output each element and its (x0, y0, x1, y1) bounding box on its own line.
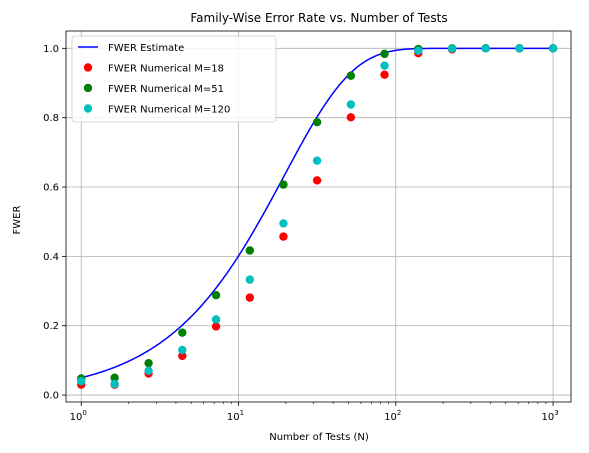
point-m120 (380, 61, 389, 70)
y-tick-label: 0.2 (43, 321, 59, 332)
chart-title: Family-Wise Error Rate vs. Number of Tes… (190, 11, 447, 25)
y-tick-label: 0.6 (43, 183, 59, 194)
y-tick-label: 0.4 (43, 252, 59, 263)
point-m18 (211, 322, 221, 331)
x-tick-label: 101 (227, 409, 244, 423)
point-m51 (312, 117, 322, 127)
point-m120 (211, 315, 221, 324)
fwer-estimate-line (81, 47, 554, 379)
point-m120 (414, 46, 423, 55)
point-m18 (346, 113, 356, 122)
point-m18 (312, 176, 322, 185)
legend-marker (83, 63, 93, 72)
scatter-points (77, 44, 558, 389)
point-m18 (245, 293, 255, 302)
legend-label: FWER Numerical M=18 (108, 64, 224, 75)
point-m18 (178, 351, 187, 361)
x-tick-label: 103 (541, 409, 558, 423)
axis-ticks: 100 101 102 103 0.0 0.2 0.4 0.6 0.8 1.0 (43, 44, 559, 423)
point-m120 (279, 219, 288, 228)
point-m120 (548, 44, 558, 53)
legend-label: FWER Numerical M=120 (108, 105, 230, 116)
point-m120 (245, 275, 255, 284)
point-m18 (279, 232, 288, 241)
point-m51 (178, 328, 187, 337)
point-m120 (447, 44, 457, 53)
y-tick-label: 0.8 (43, 113, 59, 124)
legend: FWER Estimate FWER Numerical M=18 FWER Num… (71, 35, 277, 123)
point-m51 (245, 246, 255, 255)
x-axis-label: Number of Tests (N) (269, 432, 369, 443)
x-tick-label: 102 (384, 409, 401, 423)
point-m51 (380, 49, 389, 59)
point-m120 (346, 100, 356, 109)
point-m120 (178, 345, 187, 355)
point-m120 (515, 44, 524, 53)
plot-frame (65, 30, 572, 403)
y-tick-label: 1.0 (43, 44, 59, 55)
point-m51 (211, 291, 221, 300)
point-m120 (77, 376, 86, 386)
legend-label: FWER Estimate (108, 43, 184, 54)
legend-label: FWER Numerical M=51 (108, 84, 224, 95)
legend-box (71, 35, 277, 123)
point-m51 (346, 71, 356, 80)
point-m120 (144, 366, 153, 375)
legend-marker (83, 104, 93, 113)
x-tick-label: 100 (70, 409, 87, 423)
y-tick-label: 0.0 (43, 391, 59, 402)
point-m120 (481, 44, 490, 53)
point-m51 (144, 358, 153, 368)
point-m18 (380, 70, 389, 79)
point-m120 (312, 156, 322, 165)
line-layer (81, 47, 554, 379)
point-m51 (279, 180, 288, 189)
point-m120 (110, 379, 119, 389)
legend-marker (83, 83, 93, 93)
point-m51 (110, 373, 119, 382)
y-axis-label: FWER (12, 205, 23, 234)
